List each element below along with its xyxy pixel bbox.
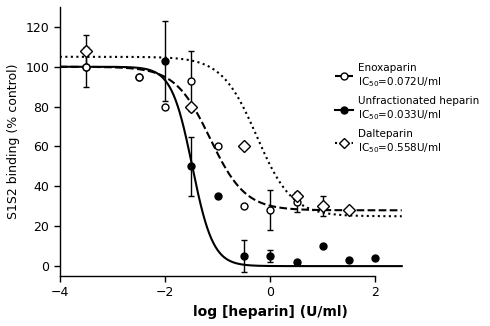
Y-axis label: S1S2 binding (% control): S1S2 binding (% control) bbox=[7, 64, 20, 219]
X-axis label: log [heparin] (U/ml): log [heparin] (U/ml) bbox=[193, 305, 348, 319]
Legend: Enoxaparin
IC$_{50}$=0.072U/ml, Unfractionated heparin
IC$_{50}$=0.033U/ml, Dalt: Enoxaparin IC$_{50}$=0.072U/ml, Unfracti… bbox=[330, 59, 484, 159]
